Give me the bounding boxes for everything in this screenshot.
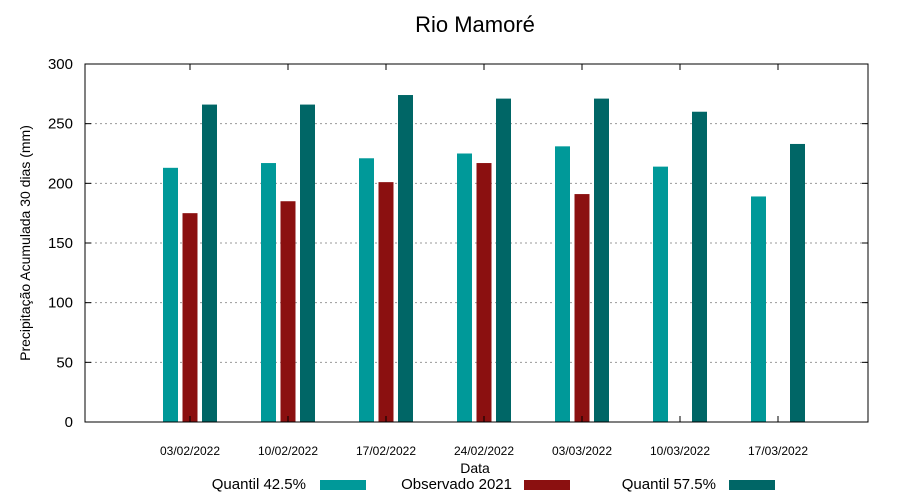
bar [476, 163, 492, 422]
bar [574, 194, 590, 422]
y-tick-label: 200 [48, 175, 73, 192]
x-tick-label: 17/02/2022 [356, 444, 416, 458]
x-tick-label: 03/02/2022 [160, 444, 220, 458]
x-tick-label: 24/02/2022 [454, 444, 514, 458]
bar [300, 104, 315, 422]
bar [692, 111, 707, 422]
bar [398, 95, 413, 422]
legend: Quantil 42.5% Observado 2021 Quantil 57.5% [212, 476, 775, 493]
bar [163, 167, 178, 422]
x-axis-label: Data [460, 460, 490, 476]
chart-title: Rio Mamoré [415, 12, 535, 37]
bar [182, 213, 198, 422]
bar [751, 196, 766, 422]
bar [280, 201, 296, 422]
legend-swatch [320, 480, 366, 490]
y-tick-label: 300 [48, 56, 73, 73]
legend-label: Quantil 42.5% [212, 476, 306, 493]
y-axis-ticks: 0 50 100 150 200 250 300 [48, 56, 868, 431]
x-tick-label: 10/02/2022 [258, 444, 318, 458]
x-axis-ticks: 03/02/2022 10/02/2022 17/02/2022 24/02/2022… [160, 64, 808, 458]
bar [202, 104, 217, 422]
bar [555, 146, 570, 422]
bar [261, 163, 276, 422]
bar [457, 153, 472, 422]
y-tick-label: 100 [48, 295, 73, 312]
bars [163, 95, 805, 423]
legend-label: Observado 2021 [401, 476, 512, 493]
legend-swatch [524, 480, 570, 490]
x-tick-label: 03/03/2022 [552, 444, 612, 458]
bar [653, 166, 668, 422]
bar [496, 98, 511, 423]
bar [359, 158, 374, 423]
bar [790, 143, 805, 422]
y-tick-label: 150 [48, 235, 73, 252]
y-tick-label: 0 [65, 414, 73, 431]
x-tick-label: 17/03/2022 [748, 444, 808, 458]
y-tick-label: 50 [56, 354, 73, 371]
bar [594, 98, 609, 423]
bar [378, 182, 394, 422]
x-tick-label: 10/03/2022 [650, 444, 710, 458]
y-axis-label: Precipitação Acumulada 30 dias (mm) [17, 125, 33, 361]
legend-label: Quantil 57.5% [622, 476, 716, 493]
y-tick-label: 250 [48, 116, 73, 133]
legend-swatch [729, 480, 775, 490]
